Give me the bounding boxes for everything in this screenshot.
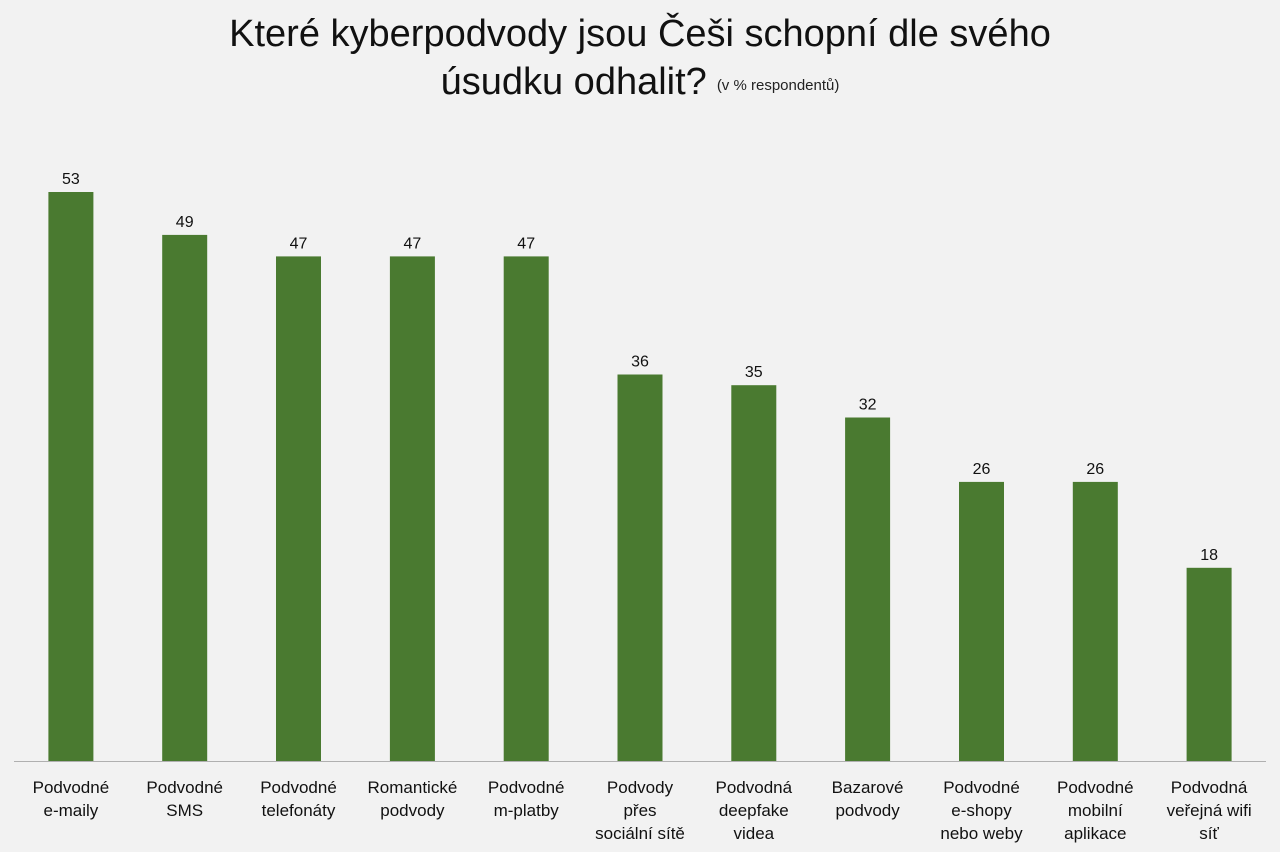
bar-3 (389, 256, 435, 761)
category-label-1: Podvodné SMS (146, 778, 223, 820)
bar-10 (1186, 567, 1232, 761)
category-label-4: Podvodné m-platby (488, 778, 565, 820)
value-label-7: 32 (859, 397, 877, 414)
bar-2 (276, 256, 321, 761)
category-label-0: Podvodné e-maily (33, 778, 110, 820)
bar-4 (503, 256, 549, 761)
chart-title-line-1: Které kyberpodvody jsou Češi schopní dle… (229, 13, 1051, 55)
value-label-9: 26 (1086, 461, 1104, 478)
value-label-1: 49 (176, 214, 194, 231)
category-label-3: Romantické podvody (368, 778, 458, 820)
bar-8 (959, 481, 1004, 761)
category-label-9: Podvodné mobilní aplikace (1057, 778, 1134, 843)
bar-7 (845, 417, 891, 761)
bar-6 (731, 385, 777, 761)
value-label-0: 53 (62, 171, 80, 188)
bar-0 (48, 192, 94, 761)
chart-title-line-2: úsudku odhalit? (v % respondentů) (0, 60, 1280, 108)
value-label-2: 47 (290, 235, 308, 252)
category-label-7: Bazarové podvody (832, 778, 904, 820)
chart-title-line-2-text: úsudku odhalit? (440, 61, 707, 103)
value-label-3: 47 (404, 235, 422, 252)
bar-5 (617, 374, 663, 761)
category-label-2: Podvodné telefonáty (260, 778, 337, 820)
category-label-10: Podvodná veřejná wifi síť (1167, 778, 1252, 843)
chart-subtitle: (v % respondentů) (716, 77, 840, 94)
category-label-5: Podvody přes sociální sítě (595, 778, 685, 843)
category-label-8: Podvodné e-shopy nebo weby (940, 778, 1023, 843)
category-label-6: Podvodná deepfake videa (716, 778, 793, 843)
value-label-5: 36 (631, 354, 649, 371)
value-label-6: 35 (745, 364, 763, 381)
bar-9 (1072, 481, 1118, 761)
value-label-8: 26 (973, 461, 991, 478)
value-label-4: 47 (517, 235, 535, 252)
bar-1 (162, 234, 208, 761)
value-label-10: 18 (1200, 547, 1218, 564)
